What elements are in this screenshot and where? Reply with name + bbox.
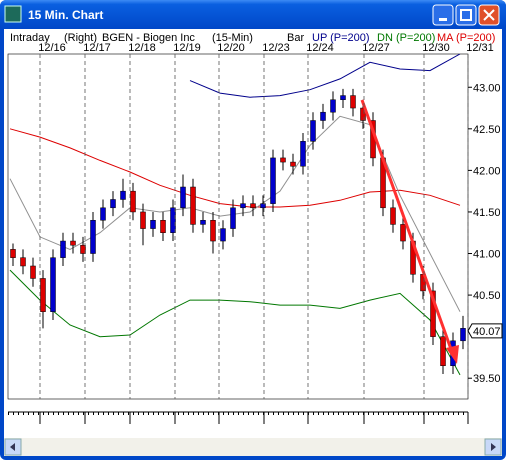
close-icon xyxy=(483,9,495,21)
candle-body xyxy=(120,190,126,200)
x-tick-label: 12/30 xyxy=(422,42,450,54)
candle-body xyxy=(210,220,216,242)
y-tick-label: 41.00 xyxy=(473,249,501,261)
candle-body xyxy=(170,207,176,233)
minimize-button[interactable] xyxy=(432,4,454,26)
candle-body xyxy=(150,220,156,229)
symbol: BGEN - Biogen Inc xyxy=(102,32,195,44)
candle-body xyxy=(110,199,116,209)
x-minor-ticks xyxy=(8,412,468,420)
x-tick-label: 12/17 xyxy=(83,42,111,54)
candle-body xyxy=(350,95,356,109)
x-tick-label: 12/23 xyxy=(262,42,290,54)
candle-body xyxy=(180,186,186,209)
y-tick-label: 42.50 xyxy=(473,124,501,136)
scroll-left-arrow xyxy=(10,443,15,451)
candle-body xyxy=(80,244,86,254)
candle-body xyxy=(330,99,336,113)
plot-area xyxy=(7,53,469,400)
trend-arrowhead xyxy=(446,345,459,364)
candle-body xyxy=(340,95,346,100)
legend-entry: DN (P=200) xyxy=(377,32,435,44)
window-title: 15 Min. Chart xyxy=(28,8,103,22)
candle-body xyxy=(220,228,226,242)
candle-body xyxy=(310,120,316,142)
candle-body xyxy=(290,161,296,167)
candle-body xyxy=(100,207,106,221)
interval: (15-Min) xyxy=(212,32,253,44)
axis-side: (Right) xyxy=(64,32,97,44)
candle-body xyxy=(50,257,56,312)
current-price-label: 40.07 xyxy=(473,326,501,338)
candle-body xyxy=(300,141,306,167)
x-tick-label: 12/27 xyxy=(362,42,390,54)
y-tick-label: 40.50 xyxy=(473,290,501,302)
maximize-icon xyxy=(460,9,472,21)
candle-body xyxy=(130,190,136,213)
y-tick-label: 39.50 xyxy=(473,373,501,385)
candle-body xyxy=(90,220,96,254)
candle-body xyxy=(60,240,66,258)
minimize-icon xyxy=(439,18,447,21)
candle-body xyxy=(70,240,76,246)
candle-body xyxy=(230,207,236,229)
maximize-button[interactable] xyxy=(455,4,477,26)
current-price-box xyxy=(467,323,503,339)
legend-entry: MA (P=200) xyxy=(437,32,495,44)
x-tick-label: 12/19 xyxy=(173,42,201,54)
y-tick-label: 41.50 xyxy=(473,207,501,219)
candle-body xyxy=(20,257,26,267)
y-tick-label: 43.00 xyxy=(473,82,501,94)
candle-body xyxy=(40,278,46,312)
candle-body xyxy=(10,249,16,258)
candle-body xyxy=(240,203,246,209)
x-tick-label: 12/16 xyxy=(38,42,66,54)
candle-body xyxy=(30,265,36,279)
y-tick-label: 42.00 xyxy=(473,165,501,177)
candle-body xyxy=(270,157,276,204)
legend-entry: UP (P=200) xyxy=(312,32,370,44)
candle-body xyxy=(260,203,266,209)
candle-body xyxy=(280,157,286,163)
x-tick-label: 12/31 xyxy=(466,42,494,54)
title-bar xyxy=(0,0,506,29)
candle-body xyxy=(320,111,326,121)
x-tick-label: 12/24 xyxy=(306,42,334,54)
scrollbar[interactable] xyxy=(4,438,502,456)
trend-arrow xyxy=(360,99,454,353)
x-tick-label: 12/20 xyxy=(217,42,245,54)
style: Bar xyxy=(287,32,304,44)
candle-body xyxy=(460,328,466,342)
candle-body xyxy=(160,220,166,233)
scroll-right-arrow xyxy=(491,443,496,451)
x-tick-label: 12/18 xyxy=(128,42,156,54)
candle-body xyxy=(390,207,396,225)
indicator-line xyxy=(189,54,461,98)
candle-body xyxy=(250,203,256,209)
candle-body xyxy=(360,107,366,121)
candle-body xyxy=(190,186,196,225)
candle-body xyxy=(200,220,206,225)
candle-body xyxy=(440,336,446,366)
candle-body xyxy=(400,224,406,242)
candle-body xyxy=(430,290,436,337)
candle-body xyxy=(140,211,146,229)
mode-label: Intraday xyxy=(10,32,50,44)
window-icon xyxy=(4,5,22,23)
